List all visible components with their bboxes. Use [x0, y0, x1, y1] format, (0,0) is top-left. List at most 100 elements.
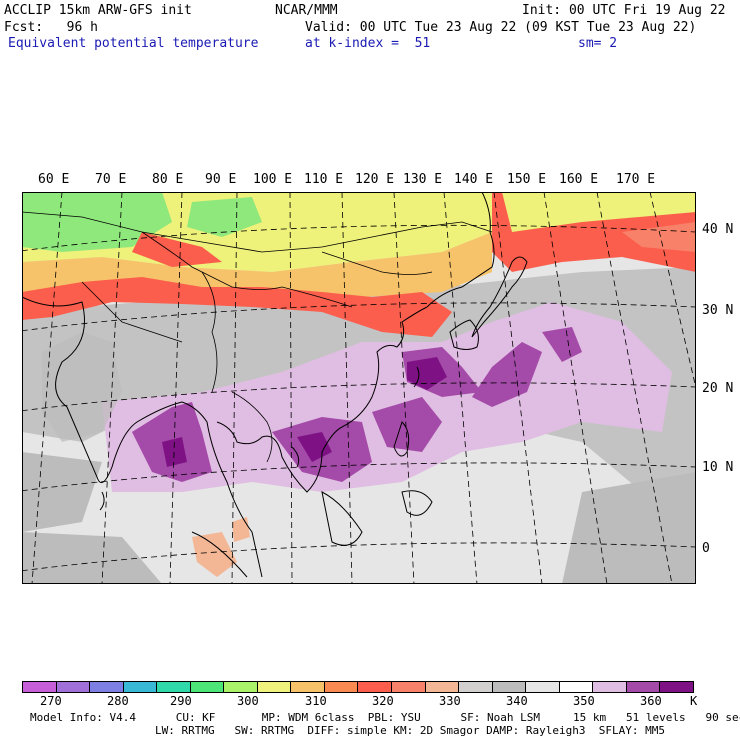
model-title: ACCLIP 15km ARW-GFS init — [4, 3, 192, 18]
dark-purple-core-scs — [297, 432, 332, 462]
lat-10 — [22, 462, 696, 492]
lon-label: 90 E — [205, 172, 237, 187]
lon-140 — [493, 192, 543, 584]
lat-20 — [22, 382, 696, 412]
center-title: NCAR/MMM — [275, 3, 338, 18]
legend-tick: 300 — [237, 694, 259, 708]
philippines-south — [401, 490, 433, 516]
china-korea-coast — [426, 192, 495, 308]
southeast-asia-coast — [216, 306, 428, 493]
lat-40 — [22, 224, 696, 252]
purple-patch-east — [542, 327, 582, 362]
lon-110 — [341, 192, 353, 584]
legend-swatch — [157, 682, 191, 692]
borneo — [321, 491, 363, 546]
legend-swatch — [392, 682, 426, 692]
lon-label: 100 E — [253, 172, 293, 187]
legend-swatch — [90, 682, 124, 692]
salmon-sumatra — [192, 532, 237, 577]
green-region-2 — [187, 197, 262, 237]
color-legend — [22, 681, 694, 693]
lon-label: 140 E — [454, 172, 494, 187]
legend-swatch — [492, 682, 527, 692]
lon-label: 150 E — [507, 172, 547, 187]
lon-70 — [101, 192, 123, 584]
dark-purple-core-bob — [162, 437, 187, 467]
legend-tick: 350 — [573, 694, 595, 708]
lon-120 — [393, 192, 415, 584]
graticule — [22, 192, 696, 584]
lon-160 — [596, 192, 673, 584]
purple-pacific-band — [472, 342, 542, 407]
field-name: Equivalent potential temperature — [8, 36, 259, 51]
legend-tick: 340 — [506, 694, 528, 708]
country-borders — [22, 211, 493, 463]
lat-label: 40 N — [702, 222, 734, 237]
lon-label: 120 E — [355, 172, 395, 187]
pakistan-border — [81, 281, 183, 343]
lon-label: 110 E — [304, 172, 344, 187]
purple-philippine-sea — [372, 397, 442, 452]
lon-label: 80 E — [152, 172, 184, 187]
lon-label: 130 E — [403, 172, 443, 187]
india-china-border — [201, 271, 218, 393]
indian-ocean-gray — [22, 532, 162, 584]
lat-label: 10 N — [702, 460, 734, 475]
legend-tick: 310 — [305, 694, 327, 708]
lon-label: 60 E — [38, 172, 70, 187]
china-west-border — [141, 231, 353, 308]
legend-tick: 270 — [40, 694, 62, 708]
legend-tick: 290 — [170, 694, 192, 708]
forecast-hour: Fcst: 96 h — [4, 20, 98, 35]
south-asia-coast — [22, 296, 263, 578]
pacific-gray — [562, 472, 696, 584]
legend-tick: 330 — [439, 694, 461, 708]
legend-swatch — [324, 682, 359, 692]
legend-swatch — [626, 682, 661, 692]
sri-lanka — [99, 491, 105, 511]
legend-swatch — [224, 682, 258, 692]
sumatra — [191, 531, 248, 578]
level-text: at k-index = 51 — [305, 36, 431, 51]
green-region — [22, 192, 172, 252]
valid-time: Valid: 00 UTC Tue 23 Aug 22 (09 KST Tue … — [305, 20, 697, 35]
arabian-gray — [22, 452, 102, 532]
legend-swatch — [56, 682, 91, 692]
lon-130 — [443, 192, 478, 584]
japan-islands — [471, 256, 528, 338]
lon-label: 160 E — [559, 172, 599, 187]
legend-swatch — [425, 682, 460, 692]
init-time: Init: 00 UTC Fri 19 Aug 22 — [522, 3, 726, 18]
legend-swatch — [459, 682, 493, 692]
lat-0 — [22, 542, 696, 572]
myanmar-border — [231, 391, 273, 463]
russia-border — [22, 211, 493, 253]
salmon-northeast — [622, 222, 696, 252]
lon-100 — [289, 192, 293, 584]
lon-150 — [543, 192, 608, 584]
legend-swatch — [559, 682, 594, 692]
korea-peninsula — [449, 319, 479, 350]
legend-swatch — [123, 682, 158, 692]
red-band — [22, 277, 452, 337]
india-gray — [42, 332, 122, 442]
hainan — [291, 446, 300, 468]
legend-swatch — [291, 682, 325, 692]
legend-swatch — [190, 682, 225, 692]
legend-tick: 320 — [372, 694, 394, 708]
legend-swatch — [526, 682, 560, 692]
model-info-line1: Model Info: V4.4 CU: KF MP: WDM 6class P… — [30, 711, 740, 724]
lon-90 — [231, 192, 238, 584]
model-info-line2: LW: RRTMG SW: RRTMG DIFF: simple KM: 2D … — [155, 724, 665, 737]
theta-e-map — [22, 192, 696, 584]
legend-swatch — [358, 682, 393, 692]
lon-60 — [31, 192, 63, 584]
map-frame — [22, 192, 696, 584]
coastlines — [22, 192, 528, 578]
legend-tick: 360 — [640, 694, 662, 708]
lon-80 — [169, 192, 183, 584]
legend-swatch — [660, 682, 693, 692]
legend-swatch — [23, 682, 57, 692]
yellow-northeast — [502, 192, 696, 232]
legend-tick: 280 — [107, 694, 129, 708]
